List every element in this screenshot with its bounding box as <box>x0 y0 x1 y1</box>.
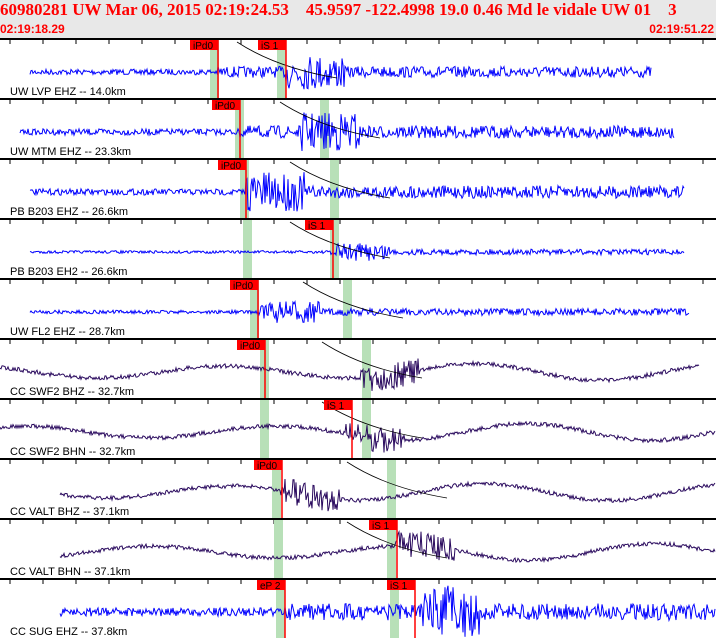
pick-window <box>387 460 396 518</box>
waveform <box>0 358 700 391</box>
station-label: CC SUG EHZ -- 37.8km <box>10 626 127 638</box>
pick-flag[interactable] <box>258 40 286 50</box>
pick-label: iS 1 <box>308 221 326 232</box>
station-label: UW MTM EHZ -- 23.3km <box>10 146 131 158</box>
pick-window <box>250 280 259 338</box>
pick-window <box>343 280 352 338</box>
pick-window <box>240 160 249 218</box>
pick-flag[interactable] <box>212 100 240 110</box>
event-title: 60980281 UW Mar 06, 2015 02:19:24.53 45.… <box>0 0 677 19</box>
pick-window <box>260 400 269 458</box>
pick-window <box>243 220 252 278</box>
pick-window <box>210 40 219 98</box>
waveform <box>0 420 716 453</box>
pick-window <box>330 220 339 278</box>
waveform <box>59 585 716 637</box>
pick-label: iPd0 <box>240 341 260 352</box>
station-label: UW LVP EHZ -- 14.0km <box>10 86 126 98</box>
pick-flag[interactable] <box>254 460 282 470</box>
pick-label: iS 1 <box>390 581 408 592</box>
pick-window <box>274 520 283 578</box>
pick-flag[interactable] <box>257 580 285 590</box>
trace-row[interactable]: iPd0 iS 1 UW LVP EHZ -- 14.0km <box>0 38 716 98</box>
trace-row[interactable]: iS 1 CC VALT BHN -- 37.1km <box>0 518 716 578</box>
pick-flag[interactable] <box>305 220 333 230</box>
pick-window <box>390 580 399 638</box>
coda-curve <box>289 161 391 199</box>
waveform <box>19 112 675 152</box>
coda-curve <box>346 521 448 559</box>
coda-curve <box>321 341 423 379</box>
station-label: CC VALT BHZ -- 37.1km <box>10 506 129 518</box>
coda-curve <box>236 41 338 79</box>
trace-row[interactable]: iPd0 CC SWF2 BHZ -- 32.7km <box>0 338 716 398</box>
waveform <box>59 478 716 512</box>
station-label: PB B203 EHZ -- 26.6km <box>10 206 128 218</box>
pick-flag[interactable] <box>190 40 218 50</box>
pick-window <box>362 340 371 398</box>
pick-label: iPd0 <box>193 41 213 52</box>
waveform <box>59 529 716 564</box>
waveform <box>29 57 652 90</box>
waveform <box>29 172 685 212</box>
trace-row[interactable]: iS 1 PB B203 EH2 -- 26.6km <box>0 218 716 278</box>
coda-curve <box>279 101 381 139</box>
seismogram-panel[interactable]: iPd0 iS 1 UW LVP EHZ -- 14.0km iPd0 UW MTM E… <box>0 38 716 638</box>
trace-row[interactable]: eP 2 iS 1 CC SUG EHZ -- 37.8km <box>0 578 716 638</box>
waveform <box>29 299 690 323</box>
pick-label: iS 1 <box>372 521 390 532</box>
waveform <box>29 242 685 261</box>
coda-curve <box>289 221 391 259</box>
trace-row[interactable]: iS 1 CC SWF2 BHN -- 32.7km <box>0 398 716 458</box>
trace-row[interactable]: iPd0 UW MTM EHZ -- 23.3km <box>0 98 716 158</box>
pick-flag[interactable] <box>369 520 397 530</box>
header-bar: 60980281 UW Mar 06, 2015 02:19:24.53 45.… <box>0 0 716 38</box>
pick-label: iS 1 <box>327 401 345 412</box>
pick-label: iPd0 <box>233 281 253 292</box>
pick-flag[interactable] <box>230 280 258 290</box>
coda-curve <box>302 281 404 319</box>
pick-flag[interactable] <box>237 340 265 350</box>
station-label: UW FL2 EHZ -- 28.7km <box>10 326 125 338</box>
pick-label: eP 2 <box>260 581 281 592</box>
trace-row[interactable]: iPd0 PB B203 EHZ -- 26.6km <box>0 158 716 218</box>
pick-window <box>387 520 396 578</box>
end-time: 02:19:51.22 <box>649 22 714 36</box>
pick-flag[interactable] <box>218 160 246 170</box>
pick-window <box>276 580 285 638</box>
station-label: CC VALT BHN -- 37.1km <box>10 566 130 578</box>
trace-row[interactable]: iPd0 CC VALT BHZ -- 37.1km <box>0 458 716 518</box>
trace-row[interactable]: iPd0 UW FL2 EHZ -- 28.7km <box>0 278 716 338</box>
pick-label: iPd0 <box>221 161 241 172</box>
pick-window <box>330 160 339 218</box>
pick-flag[interactable] <box>324 400 352 410</box>
start-time: 02:19:18.29 <box>0 22 65 36</box>
pick-flag[interactable] <box>387 580 415 590</box>
pick-label: iPd0 <box>215 101 235 112</box>
coda-curve <box>346 461 448 499</box>
station-label: CC SWF2 BHZ -- 32.7km <box>10 386 134 398</box>
pick-label: iS 1 <box>261 41 279 52</box>
station-label: PB B203 EH2 -- 26.6km <box>10 266 127 278</box>
pick-label: iPd0 <box>257 461 277 472</box>
station-label: CC SWF2 BHN -- 32.7km <box>10 446 135 458</box>
